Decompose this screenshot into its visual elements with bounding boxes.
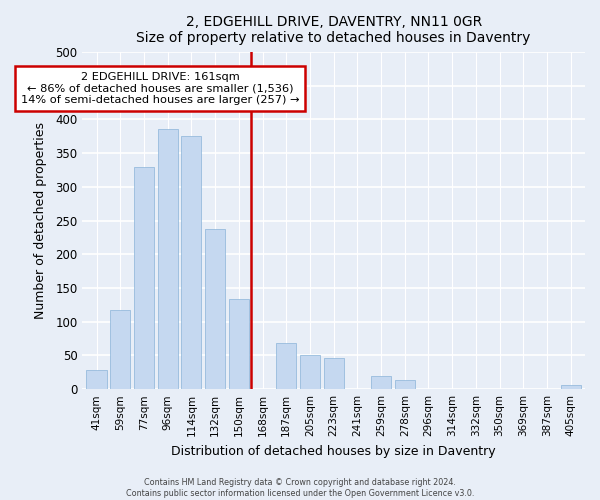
Bar [395, 380, 415, 389]
Y-axis label: Number of detached properties: Number of detached properties [34, 122, 47, 319]
Bar [110, 310, 130, 389]
Bar [134, 166, 154, 389]
Bar [205, 230, 225, 389]
Bar [181, 136, 202, 389]
Bar [323, 358, 344, 389]
Bar [158, 130, 178, 389]
X-axis label: Distribution of detached houses by size in Daventry: Distribution of detached houses by size … [172, 444, 496, 458]
Bar [276, 344, 296, 389]
Bar [300, 356, 320, 389]
Bar [229, 300, 249, 389]
Text: Contains HM Land Registry data © Crown copyright and database right 2024.
Contai: Contains HM Land Registry data © Crown c… [126, 478, 474, 498]
Title: 2, EDGEHILL DRIVE, DAVENTRY, NN11 0GR
Size of property relative to detached hous: 2, EDGEHILL DRIVE, DAVENTRY, NN11 0GR Si… [136, 15, 531, 45]
Text: 2 EDGEHILL DRIVE: 161sqm
← 86% of detached houses are smaller (1,536)
14% of sem: 2 EDGEHILL DRIVE: 161sqm ← 86% of detach… [21, 72, 299, 106]
Bar [86, 370, 107, 389]
Bar [560, 385, 581, 389]
Bar [371, 376, 391, 389]
